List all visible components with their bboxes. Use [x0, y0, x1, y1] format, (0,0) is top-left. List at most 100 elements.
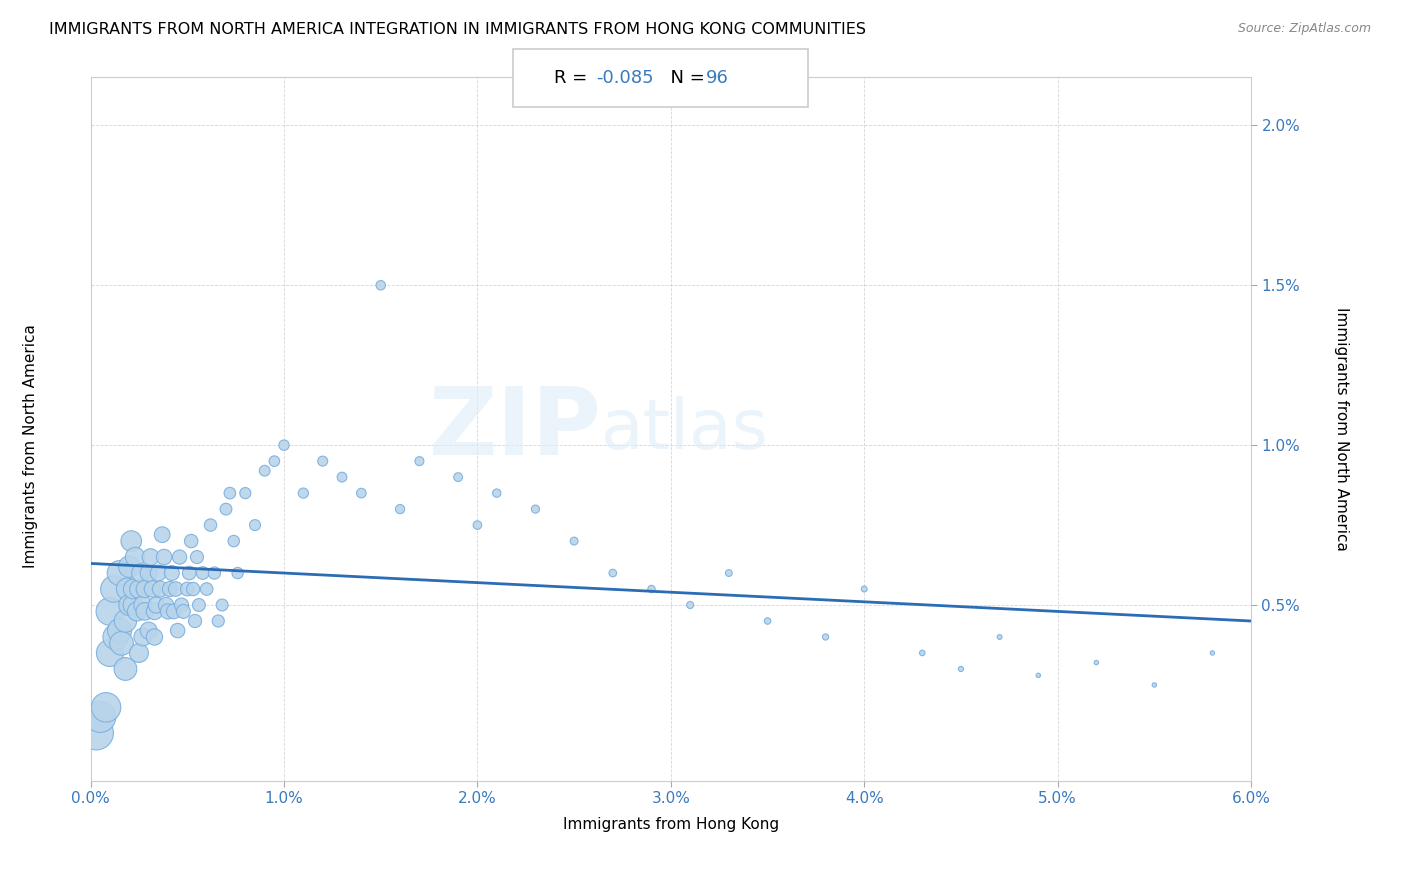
Point: [215, 502, 238, 516]
Point: [150, 527, 173, 541]
Point: [141, 582, 163, 596]
Text: R =: R =: [554, 69, 593, 87]
Point: [273, 438, 295, 452]
Point: [122, 582, 145, 596]
Point: [184, 614, 207, 628]
Point: [370, 278, 392, 293]
Point: [485, 486, 508, 500]
Point: [138, 566, 160, 580]
Point: [145, 598, 167, 612]
Point: [108, 624, 131, 638]
Point: [814, 630, 837, 644]
Point: [180, 534, 202, 549]
Point: [640, 582, 662, 596]
Point: [949, 662, 972, 676]
Point: [125, 604, 148, 618]
Point: [124, 549, 146, 564]
Point: [166, 624, 188, 638]
Point: [138, 624, 160, 638]
Text: Source: ZipAtlas.com: Source: ZipAtlas.com: [1237, 22, 1371, 36]
Point: [156, 604, 179, 618]
Point: [191, 566, 214, 580]
Point: [181, 582, 204, 596]
Point: [389, 502, 412, 516]
Point: [139, 549, 162, 564]
Point: [132, 630, 155, 644]
Point: [1201, 646, 1223, 660]
Point: [134, 582, 156, 596]
Point: [143, 604, 166, 618]
Point: [218, 486, 240, 500]
Point: [98, 604, 121, 618]
Point: [172, 604, 194, 618]
Point: [114, 662, 136, 676]
Point: [143, 630, 166, 644]
Point: [176, 582, 198, 596]
Point: [853, 582, 876, 596]
Text: -0.085: -0.085: [596, 69, 654, 87]
Point: [602, 566, 624, 580]
Point: [679, 598, 702, 612]
Point: [148, 566, 170, 580]
Point: [292, 486, 315, 500]
Point: [253, 464, 276, 478]
Point: [756, 614, 779, 628]
Point: [114, 614, 136, 628]
Point: [330, 470, 353, 484]
Point: [226, 566, 249, 580]
Point: [153, 549, 176, 564]
Point: [165, 582, 187, 596]
Point: [207, 614, 229, 628]
Point: [911, 646, 934, 660]
Point: [103, 582, 125, 596]
Point: [263, 454, 285, 468]
Point: [350, 486, 373, 500]
Point: [94, 700, 117, 714]
Point: [104, 630, 127, 644]
Point: [160, 566, 183, 580]
Point: [120, 534, 142, 549]
Text: IMMIGRANTS FROM NORTH AMERICA INTEGRATION IN IMMIGRANTS FROM HONG KONG COMMUNITI: IMMIGRANTS FROM NORTH AMERICA INTEGRATIO…: [49, 22, 866, 37]
Point: [233, 486, 256, 500]
Point: [717, 566, 740, 580]
Point: [447, 470, 470, 484]
Point: [155, 598, 177, 612]
Point: [134, 604, 156, 618]
Text: 96: 96: [706, 69, 728, 87]
Point: [562, 534, 585, 549]
Point: [187, 598, 209, 612]
Point: [1143, 678, 1166, 692]
Point: [524, 502, 547, 516]
Y-axis label: Immigrants from North America: Immigrants from North America: [1334, 307, 1348, 551]
Point: [118, 598, 141, 612]
Point: [117, 582, 139, 596]
Point: [988, 630, 1011, 644]
Point: [159, 582, 181, 596]
Point: [86, 726, 108, 740]
Point: [222, 534, 245, 549]
Point: [110, 636, 132, 650]
Point: [98, 646, 121, 660]
Point: [89, 710, 111, 724]
Point: [122, 598, 145, 612]
Point: [118, 559, 141, 574]
Point: [128, 646, 150, 660]
Point: [467, 518, 489, 533]
Point: [179, 566, 201, 580]
Point: [149, 582, 172, 596]
Text: Immigrants from North America: Immigrants from North America: [24, 324, 38, 568]
Point: [108, 566, 131, 580]
Point: [1026, 668, 1049, 682]
Point: [132, 598, 155, 612]
Point: [128, 582, 150, 596]
Point: [202, 566, 225, 580]
Point: [408, 454, 430, 468]
Point: [186, 549, 208, 564]
Point: [169, 549, 191, 564]
Text: atlas: atlas: [602, 396, 769, 463]
Point: [195, 582, 218, 596]
Point: [170, 598, 193, 612]
Point: [211, 598, 233, 612]
Point: [243, 518, 266, 533]
X-axis label: Immigrants from Hong Kong: Immigrants from Hong Kong: [562, 817, 779, 832]
